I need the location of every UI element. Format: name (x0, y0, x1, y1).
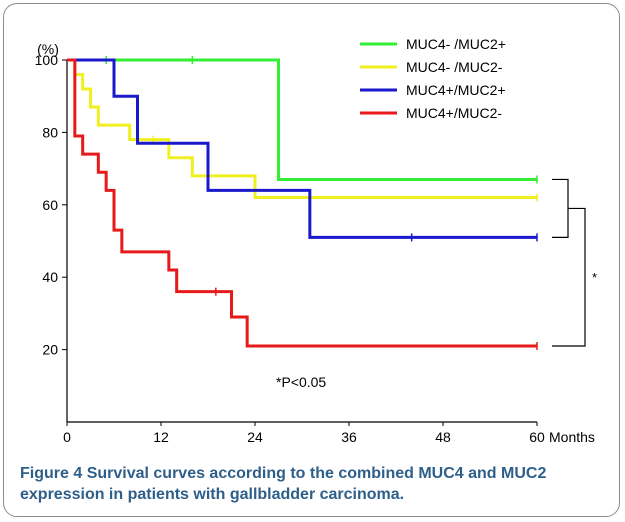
series-line-1 (67, 58, 537, 181)
y-tick-label: 60 (42, 197, 58, 213)
x-tick-label: 24 (247, 429, 263, 445)
x-tick-label: 48 (435, 429, 451, 445)
annotations: * *P<0.05 (276, 178, 597, 390)
y-axis-label: (%) (37, 41, 59, 57)
y-tick-label: 40 (42, 269, 58, 285)
series-layer (67, 56, 538, 350)
axes: 20 40 60 80 100 0 12 24 36 48 60 (%) Months (35, 41, 595, 445)
bracket-lower (552, 207, 586, 347)
x-axis-label: Months (549, 429, 595, 445)
caption-text: Survival curves according to the combine… (20, 465, 547, 503)
x-tick-label: 60 (529, 429, 545, 445)
y-tick-label: 20 (42, 342, 58, 358)
legend: MUC4- /MUC2+ MUC4- /MUC2- MUC4+/MUC2+ MUC4+… (360, 36, 506, 121)
legend-label: MUC4- /MUC2- (406, 59, 503, 75)
figure-frame (3, 3, 620, 517)
series-line-3 (67, 58, 537, 239)
x-tick-label: 0 (63, 429, 71, 445)
significance-star: * (592, 270, 597, 285)
legend-label: MUC4+/MUC2- (406, 105, 502, 121)
series-line-4 (67, 58, 537, 348)
x-tick-label: 12 (153, 429, 169, 445)
legend-label: MUC4- /MUC2+ (406, 36, 506, 52)
figure-caption: Figure 4 Survival curves according to th… (20, 463, 610, 505)
y-tick-label: 80 (42, 124, 58, 140)
legend-label: MUC4+/MUC2+ (406, 82, 506, 98)
y-tick-label: 100 (35, 52, 59, 68)
series-line-2 (67, 58, 537, 200)
bracket-upper (552, 178, 569, 238)
caption-label: Figure 4 (20, 465, 83, 482)
survival-chart: 20 40 60 80 100 0 12 24 36 48 60 (%) Months MUC4- /M… (35, 36, 597, 445)
x-tick-label: 36 (341, 429, 357, 445)
p-value-annotation: *P<0.05 (276, 374, 326, 390)
